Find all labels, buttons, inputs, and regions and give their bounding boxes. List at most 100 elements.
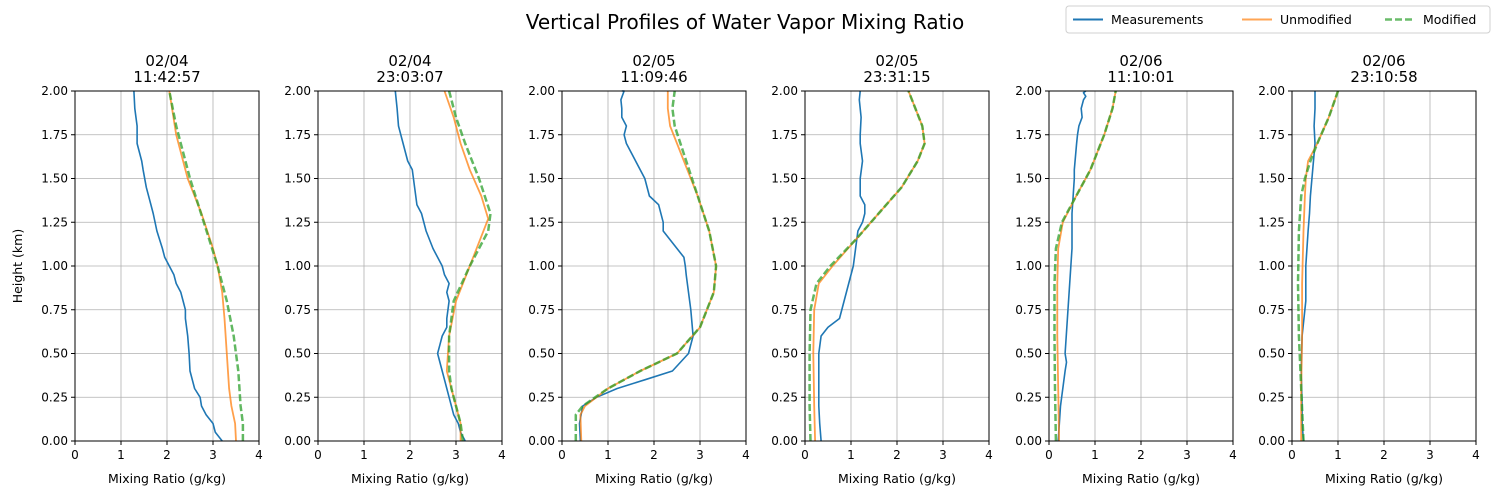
panel-4-xtick-label-4: 4	[985, 448, 993, 462]
panel-2-ytick-label-1: 0.25	[284, 390, 311, 404]
panel-5-xlabel: Mixing Ratio (g/kg)	[1082, 471, 1200, 486]
panel-4-xtick-label-2: 2	[893, 448, 901, 462]
panel-4-ytick-label-8: 2.00	[771, 84, 798, 98]
panel-1-ytick-label-4: 1.00	[41, 259, 68, 273]
panel-2-xlabel: Mixing Ratio (g/kg)	[351, 471, 469, 486]
panel-6-series-modified	[1296, 90, 1340, 442]
panel-3-ytick-label-4: 1.00	[528, 259, 555, 273]
panel-5-xtick-label-2: 2	[1137, 448, 1145, 462]
panel-6-time: 23:10:58	[1350, 68, 1417, 86]
panel-4-xlabel: Mixing Ratio (g/kg)	[838, 471, 956, 486]
panel-3-xtick-label-1: 1	[604, 448, 612, 462]
legend: Measurements Unmodified Modified	[1065, 5, 1491, 34]
panel-3-ytick-label-6: 1.50	[528, 172, 555, 186]
panel-4-ytick-label-0: 0.00	[771, 434, 798, 448]
panel-5-time: 11:10:01	[1107, 68, 1174, 86]
panel-3-xlabel: Mixing Ratio (g/kg)	[595, 471, 713, 486]
legend-box	[1065, 5, 1491, 34]
panel-3-ytick-label-8: 2.00	[528, 84, 555, 98]
panel-6-xtick-label-2: 2	[1380, 448, 1388, 462]
panel-1-time: 11:42:57	[133, 68, 200, 86]
chart-title: Vertical Profiles of Water Vapor Mixing …	[526, 10, 964, 34]
panel-6-xtick-label-4: 4	[1472, 448, 1480, 462]
legend-entry-modified: Modified	[1385, 12, 1476, 27]
ylabel: Height (km)	[10, 229, 25, 303]
panel-4-ytick-label-5: 1.25	[771, 215, 798, 229]
panel-2-date: 02/04	[388, 52, 431, 70]
legend-label-unmodified: Unmodified	[1280, 12, 1352, 27]
panel-1-xlabel: Mixing Ratio (g/kg)	[108, 471, 226, 486]
panel-4-ytick-label-2: 0.50	[771, 347, 798, 361]
legend-entry-unmodified: Unmodified	[1242, 12, 1352, 27]
panel-2-xtick-label-4: 4	[498, 448, 506, 462]
panel-2-time: 23:03:07	[376, 68, 443, 86]
panel-1-series-modified	[168, 90, 245, 441]
panel-3-xtick-label-4: 4	[742, 448, 750, 462]
panel-5-ytick-label-3: 0.75	[1015, 303, 1042, 317]
panel-4-xtick-label-0: 0	[801, 448, 809, 462]
panel-3-series-measurements	[578, 90, 694, 442]
panel-1-ytick-label-5: 1.25	[41, 215, 68, 229]
panel-1-xtick-label-2: 2	[163, 448, 171, 462]
panel-1-xtick-label-4: 4	[255, 448, 263, 462]
panel-1-ytick-label-6: 1.50	[41, 172, 68, 186]
panel-4-series-modified	[808, 90, 926, 442]
panel-4-ytick-label-7: 1.75	[771, 128, 798, 142]
panel-1-xtick-label-1: 1	[117, 448, 125, 462]
panel-3-ytick-label-5: 1.25	[528, 215, 555, 229]
panel-5-ytick-label-0: 0.00	[1015, 434, 1042, 448]
panel-3-date: 02/05	[632, 52, 675, 70]
panel-2-ytick-label-5: 1.25	[284, 215, 311, 229]
panel-6-xtick-label-3: 3	[1426, 448, 1434, 462]
panel-1-series-measurements	[133, 90, 223, 442]
panel-1-series-unmodified	[168, 90, 237, 442]
panel-6-ytick-label-5: 1.25	[1258, 215, 1285, 229]
panel-4-ytick-label-6: 1.50	[771, 172, 798, 186]
panel-4-date: 02/05	[875, 52, 918, 70]
panel-1-ytick-label-2: 0.50	[41, 347, 68, 361]
panel-4-ytick-label-4: 1.00	[771, 259, 798, 273]
panel-5-ytick-label-4: 1.00	[1015, 259, 1042, 273]
panel-2-ytick-label-7: 1.75	[284, 128, 311, 142]
panel-5-ytick-label-6: 1.50	[1015, 172, 1042, 186]
panel-6-ytick-label-7: 1.75	[1258, 128, 1285, 142]
panel-5-xtick-label-1: 1	[1091, 448, 1099, 462]
panel-3-time: 11:09:46	[620, 68, 687, 86]
panel-3-xtick-label-0: 0	[558, 448, 566, 462]
panel-4-xtick-label-3: 3	[939, 448, 947, 462]
panel-2-xtick-label-1: 1	[360, 448, 368, 462]
panel-3-series-unmodified	[579, 91, 717, 442]
panel-5-date: 02/06	[1119, 52, 1162, 70]
panel-5-xtick-label-3: 3	[1183, 448, 1191, 462]
panel-5-ytick-label-7: 1.75	[1015, 128, 1042, 142]
panel-5-series-measurements	[1057, 90, 1087, 442]
panel-2-ytick-label-3: 0.75	[284, 303, 311, 317]
panel-5-xtick-label-4: 4	[1229, 448, 1237, 462]
panel-4-ytick-label-3: 0.75	[771, 303, 798, 317]
panel-3-ytick-label-7: 1.75	[528, 128, 555, 142]
panel-4-ytick-label-1: 0.25	[771, 390, 798, 404]
panel-3-ytick-label-3: 0.75	[528, 303, 555, 317]
panel-5-ytick-label-8: 2.00	[1015, 84, 1042, 98]
panel-2-xtick-label-0: 0	[314, 448, 322, 462]
panel-6-xlabel: Mixing Ratio (g/kg)	[1325, 471, 1443, 486]
panel-1-date: 02/04	[145, 52, 188, 70]
panel-6-ytick-label-0: 0.00	[1258, 434, 1285, 448]
panel-6-ytick-label-4: 1.00	[1258, 259, 1285, 273]
panel-2-ytick-label-4: 1.00	[284, 259, 311, 273]
panel-5-ytick-label-5: 1.25	[1015, 215, 1042, 229]
panel-5-series-modified	[1053, 90, 1117, 442]
panel-5-xtick-label-0: 0	[1045, 448, 1053, 462]
panel-2-ytick-label-0: 0.00	[284, 434, 311, 448]
panel-2-series-measurements	[394, 90, 466, 442]
panel-6-series-unmodified	[1300, 90, 1339, 441]
panel-1-xtick-label-3: 3	[209, 448, 217, 462]
legend-entry-measurements: Measurements	[1073, 12, 1203, 27]
